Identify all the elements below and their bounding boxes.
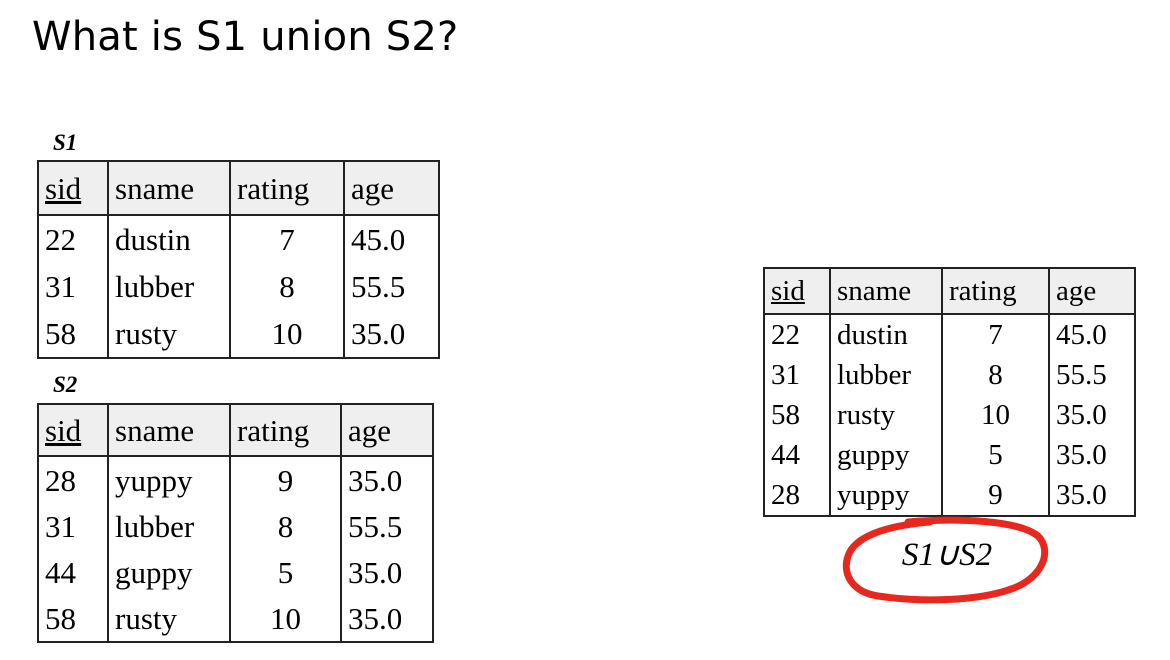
union-header-sname: sname [829, 267, 943, 315]
sname-cell: dustin [107, 215, 231, 263]
s2-header-sid: sid [37, 403, 109, 457]
s1-header-row: sid sname rating age [37, 160, 440, 216]
sname-cell: lubber [107, 263, 231, 310]
sid-cell: 58 [37, 310, 109, 359]
union-header-sid: sid [763, 267, 831, 315]
rating-cell: 10 [229, 310, 345, 359]
sid-cell: 31 [763, 355, 831, 395]
sid-cell: 44 [763, 435, 831, 475]
age-cell: 35.0 [343, 310, 440, 359]
rating-cell: 9 [229, 456, 342, 503]
table-row: 58 rusty 10 35.0 [763, 395, 1136, 435]
s1-label: S1 [53, 130, 78, 155]
sname-cell: yuppy [107, 456, 231, 503]
rating-cell: 7 [229, 215, 345, 263]
union-table: sid sname rating age 22 dustin 7 45.0 31… [763, 267, 1136, 517]
union-header-age: age [1048, 267, 1136, 315]
age-cell: 45.0 [343, 215, 440, 263]
rating-cell: 8 [229, 503, 342, 549]
rating-cell: 8 [229, 263, 345, 310]
rating-cell: 9 [941, 475, 1050, 517]
sid-cell: 58 [37, 595, 109, 643]
sid-cell: 44 [37, 549, 109, 595]
age-cell: 35.0 [1048, 395, 1136, 435]
sid-cell: 28 [763, 475, 831, 517]
age-cell: 35.0 [340, 456, 434, 503]
sid-cell: 31 [37, 263, 109, 310]
sid-cell: 31 [37, 503, 109, 549]
sname-cell: rusty [829, 395, 943, 435]
s2-table: sid sname rating age 28 yuppy 9 35.0 31 … [37, 403, 434, 643]
s2-header-row: sid sname rating age [37, 403, 434, 457]
table-row: 44 guppy 5 35.0 [37, 549, 434, 595]
union-header-row: sid sname rating age [763, 267, 1136, 315]
rating-cell: 7 [941, 314, 1050, 355]
sname-cell: lubber [107, 503, 231, 549]
sname-cell: dustin [829, 314, 943, 355]
sname-cell: lubber [829, 355, 943, 395]
s1-header-rating: rating [229, 160, 345, 216]
sname-cell: yuppy [829, 475, 943, 517]
sid-cell: 22 [763, 314, 831, 355]
table-row: 58 rusty 10 35.0 [37, 595, 434, 643]
rating-cell: 10 [229, 595, 342, 643]
sname-cell: rusty [107, 310, 231, 359]
table-row: 22 dustin 7 45.0 [763, 314, 1136, 355]
table-row: 44 guppy 5 35.0 [763, 435, 1136, 475]
sname-cell: guppy [107, 549, 231, 595]
page-title: What is S1 union S2? [32, 14, 459, 60]
age-cell: 55.5 [1048, 355, 1136, 395]
age-cell: 35.0 [340, 595, 434, 643]
union-label: S1∪S2 [901, 537, 993, 573]
age-cell: 35.0 [340, 549, 434, 595]
sname-cell: rusty [107, 595, 231, 643]
age-cell: 45.0 [1048, 314, 1136, 355]
s2-header-sname: sname [107, 403, 231, 457]
sid-cell: 28 [37, 456, 109, 503]
sid-cell: 58 [763, 395, 831, 435]
table-row: 31 lubber 8 55.5 [763, 355, 1136, 395]
table-row: 31 lubber 8 55.5 [37, 263, 440, 310]
sid-cell: 22 [37, 215, 109, 263]
rating-cell: 5 [941, 435, 1050, 475]
table-row: 28 yuppy 9 35.0 [37, 456, 434, 503]
table-row: 58 rusty 10 35.0 [37, 310, 440, 359]
age-cell: 55.5 [340, 503, 434, 549]
table-row: 31 lubber 8 55.5 [37, 503, 434, 549]
age-cell: 35.0 [1048, 435, 1136, 475]
s2-header-rating: rating [229, 403, 342, 457]
s1-header-sid: sid [37, 160, 109, 216]
s2-label: S2 [53, 372, 78, 397]
table-row: 28 yuppy 9 35.0 [763, 475, 1136, 517]
table-row: 22 dustin 7 45.0 [37, 215, 440, 263]
rating-cell: 10 [941, 395, 1050, 435]
s2-header-age: age [340, 403, 434, 457]
s1-table: sid sname rating age 22 dustin 7 45.0 31… [37, 160, 440, 359]
union-header-rating: rating [941, 267, 1050, 315]
rating-cell: 5 [229, 549, 342, 595]
s1-header-age: age [343, 160, 440, 216]
rating-cell: 8 [941, 355, 1050, 395]
sname-cell: guppy [829, 435, 943, 475]
annotation-circle [842, 516, 1049, 604]
age-cell: 35.0 [1048, 475, 1136, 517]
s1-header-sname: sname [107, 160, 231, 216]
age-cell: 55.5 [343, 263, 440, 310]
